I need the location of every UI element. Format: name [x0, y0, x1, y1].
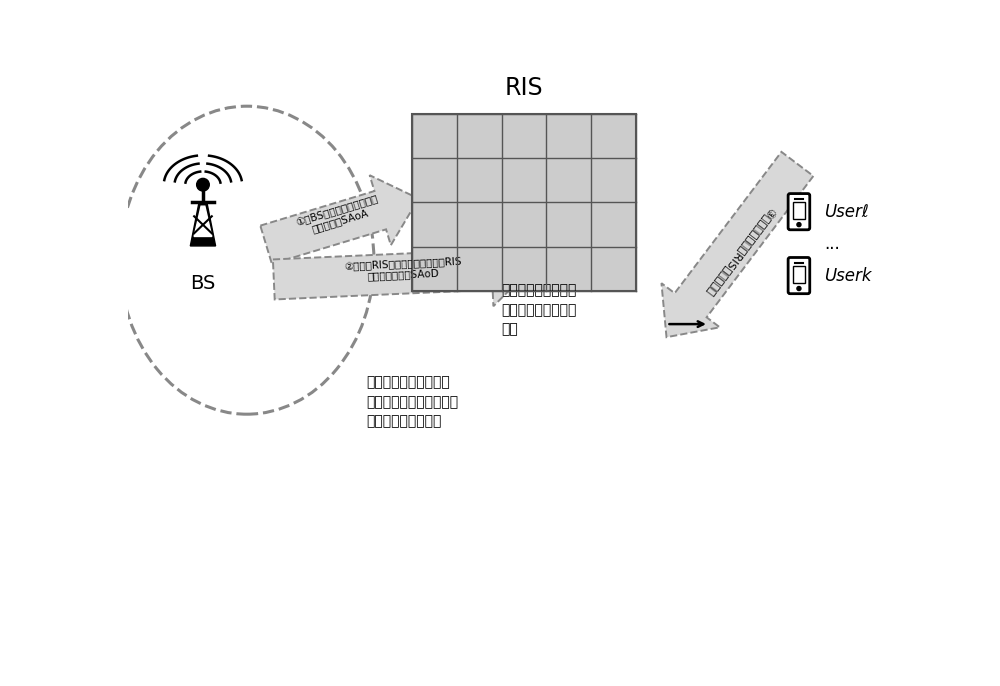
Text: ③：估计用户端与RIS之间的信道: ③：估计用户端与RIS之间的信道	[703, 204, 776, 296]
FancyBboxPatch shape	[788, 193, 810, 230]
Text: 基站端与智能超表面进
行大时间尺度协同感知，
获取等效准静态信道: 基站端与智能超表面进 行大时间尺度协同感知， 获取等效准静态信道	[366, 376, 458, 429]
Text: BS: BS	[190, 274, 216, 293]
Circle shape	[197, 178, 209, 191]
Text: Userℓ: Userℓ	[824, 202, 869, 221]
Text: Userk: Userk	[824, 267, 872, 285]
FancyBboxPatch shape	[793, 202, 805, 219]
Circle shape	[797, 287, 801, 291]
Text: 智能超表面与用户端
进行小时间尺度信道
估计: 智能超表面与用户端 进行小时间尺度信道 估计	[501, 283, 576, 336]
FancyBboxPatch shape	[412, 114, 636, 291]
Text: ②：设计RIS上的反射相位，获取RIS
端的视距出发角SAoD: ②：设计RIS上的反射相位，获取RIS 端的视距出发角SAoD	[343, 256, 462, 283]
FancyBboxPatch shape	[788, 257, 810, 294]
Polygon shape	[194, 206, 212, 237]
Text: RIS: RIS	[505, 76, 543, 100]
Polygon shape	[273, 233, 532, 306]
Polygon shape	[190, 202, 216, 246]
Polygon shape	[260, 175, 419, 264]
Circle shape	[797, 222, 801, 226]
Polygon shape	[661, 152, 813, 338]
Text: ①：BS发射感知信号，获取
视距到达角SAoA: ①：BS发射感知信号，获取 视距到达角SAoA	[294, 193, 382, 238]
Text: ...: ...	[824, 235, 840, 253]
FancyBboxPatch shape	[793, 266, 805, 283]
